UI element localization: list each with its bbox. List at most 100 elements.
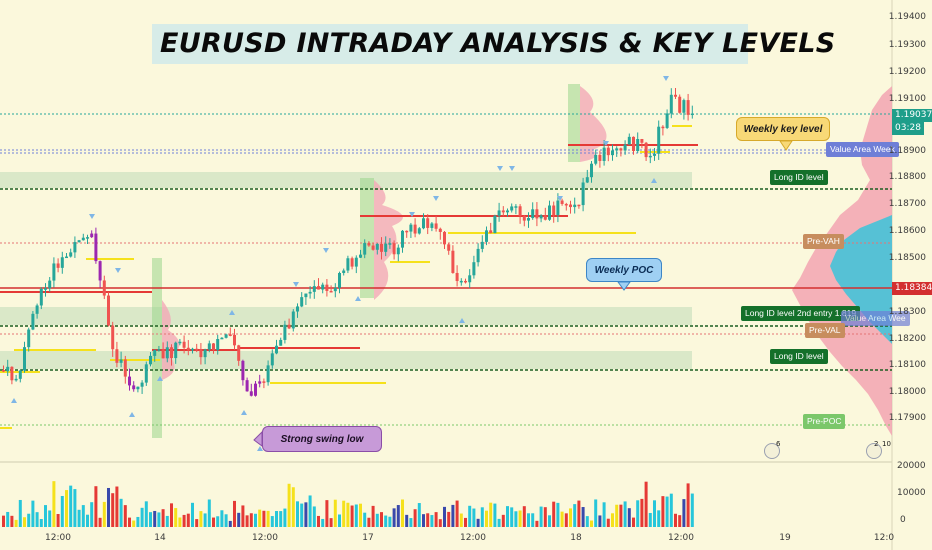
candle-body [602,147,606,161]
volume-bar [447,511,451,527]
candle-body [468,275,472,283]
time-tick: 12:0 [873,533,895,543]
candle-body [459,280,463,283]
eu-flag-event-icon[interactable] [866,443,882,459]
candle-body [174,342,178,359]
volume-bar [195,519,199,527]
volume-bar [283,508,287,527]
volume-bar [514,511,518,527]
candle-body [569,204,572,208]
volume-bar [149,512,152,527]
candle-body [497,210,501,216]
candle-body [392,243,396,255]
candle-body [686,100,690,115]
candle-body [472,262,476,276]
volume-bar [123,505,127,527]
weekly-key-level-callout[interactable]: Weekly key level [736,117,830,141]
candle-body [266,365,270,383]
volume-tick: 10000 [897,488,926,498]
event-count: 10 [882,440,891,448]
volume-bar [443,506,446,527]
candle-body [69,252,73,257]
candle-body [31,313,35,330]
long-id-level-tag-2[interactable]: Long ID level 2nd entry 1.819 [741,306,861,321]
volume-bar [422,514,425,527]
candle-body [417,228,421,234]
time-tick: 14 [154,533,166,543]
candle-body [623,144,627,151]
candle-body [455,272,459,282]
volume-bar [174,508,178,527]
candle-body [199,349,203,358]
candle-body [590,163,593,178]
volume-bar [317,515,320,527]
volume-bar [262,510,266,527]
volume-bar [191,502,194,527]
candle-body [648,155,652,158]
price-tick: 1.18800 [888,172,926,182]
volume-bar [144,501,148,527]
volume-bar [396,505,400,527]
candle-body [501,210,505,213]
volume-bar [606,518,610,527]
volume-bar [485,510,488,527]
volume-bar [81,505,85,527]
pre-vah-tag[interactable]: Pre-VAH [803,234,844,249]
candle-body [165,347,169,359]
swing-marker [257,446,263,451]
candle-body [161,349,165,359]
candle-body [443,231,446,245]
candle-body [312,286,316,292]
swing-marker [557,196,563,201]
volume-bar [506,506,509,527]
volume-bar [686,483,690,527]
volume-bar [380,512,383,527]
volume-bar [312,506,316,527]
volume-bar [653,500,656,527]
volume-bar [98,517,102,527]
candle-body [107,295,110,326]
time-tick: 17 [362,533,374,543]
volume-bar [375,513,379,527]
volume-bar [279,511,283,527]
long-id-level-tag-1[interactable]: Long ID level [770,170,828,185]
volume-bar [6,511,10,527]
volume-bar [270,516,274,527]
candle-body [65,256,68,259]
volume-bar [220,510,224,527]
candle-body [304,293,308,298]
price-tick: 1.18600 [888,226,926,236]
candle-body [10,366,14,381]
candle-body [224,334,228,338]
candle-body [27,329,31,348]
candle-body [128,376,131,386]
volume-bar [275,511,278,527]
candle-body [405,230,409,233]
pre-poc-tag[interactable]: Pre-POC [803,414,846,429]
volume-bar [413,509,417,527]
value-area-week-tag-2[interactable]: Value Area Wee [841,311,910,326]
candle-body [44,288,47,290]
candle-body [52,263,56,281]
volume-bar [501,514,505,527]
volume-bar [690,493,694,527]
volume-bar [77,509,81,527]
volume-tick: 0 [900,515,906,525]
weekly-poc-callout[interactable]: Weekly POC [586,258,662,282]
volume-bar [224,514,228,527]
strong-swing-low-callout[interactable]: Strong swing low [262,426,382,452]
price-tick: 1.19300 [888,40,926,50]
long-id-level-tag-3[interactable]: Long ID level [770,349,828,364]
volume-bar [60,496,64,527]
pre-val-tag[interactable]: Pre-VAL [805,323,845,338]
volume-bar [476,518,480,527]
candle-body [296,306,299,312]
volume-bar [539,506,543,527]
candle-body [438,228,442,232]
value-area-week-tag[interactable]: Value Area Week [826,142,899,157]
candle-body [35,305,39,314]
us-flag-event-icon[interactable] [764,443,780,459]
volume-bar [237,512,241,527]
volume-bar [510,507,514,527]
